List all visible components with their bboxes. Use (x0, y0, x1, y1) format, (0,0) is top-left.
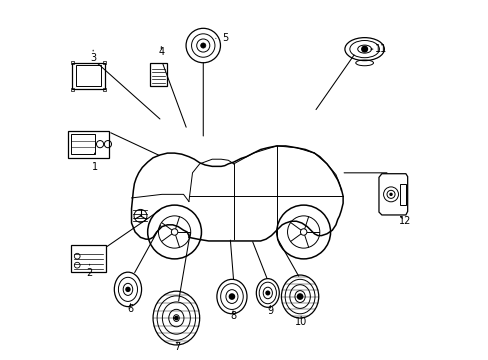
Bar (68, 131, 109, 158)
Bar (71, 246, 105, 273)
Circle shape (174, 316, 178, 320)
Text: 12: 12 (398, 216, 410, 226)
Bar (71, 134, 95, 154)
Circle shape (200, 43, 205, 48)
Bar (400, 184, 405, 204)
Circle shape (228, 293, 235, 300)
Text: 6: 6 (127, 304, 133, 314)
Text: 10: 10 (294, 317, 306, 327)
Text: 4: 4 (158, 46, 164, 57)
Text: 7: 7 (174, 342, 180, 352)
Circle shape (125, 287, 130, 292)
Bar (72, 63, 104, 89)
Bar (76, 66, 101, 86)
Bar (149, 63, 167, 86)
Text: 8: 8 (229, 311, 236, 321)
Bar (102, 87, 106, 91)
Bar (102, 61, 106, 64)
Circle shape (388, 193, 392, 196)
Bar (70, 61, 74, 64)
Text: 11: 11 (374, 44, 386, 54)
Text: 3: 3 (90, 53, 96, 63)
Circle shape (296, 293, 303, 300)
Circle shape (265, 291, 270, 296)
Text: 1: 1 (91, 162, 98, 172)
Circle shape (360, 46, 367, 53)
Text: 9: 9 (267, 306, 273, 316)
Bar (70, 87, 74, 91)
Text: 2: 2 (86, 268, 93, 278)
Text: 5: 5 (222, 33, 228, 43)
